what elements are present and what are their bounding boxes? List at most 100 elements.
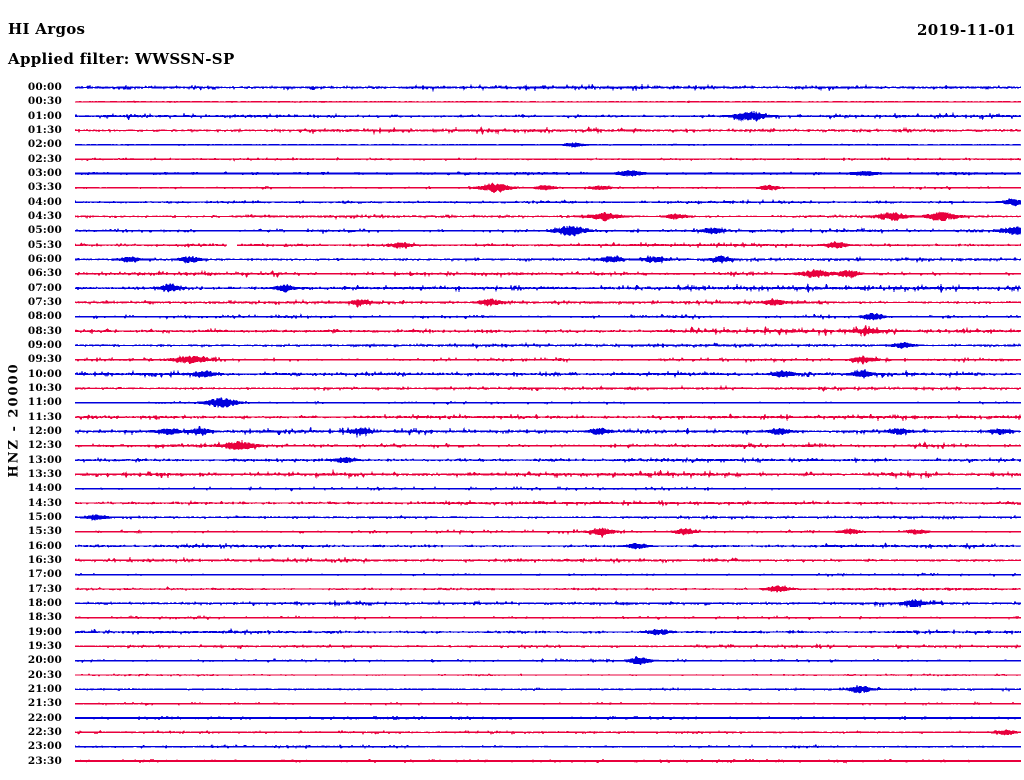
trace-row xyxy=(75,254,1021,265)
trace-row xyxy=(75,684,1021,694)
trace-row xyxy=(75,324,1021,338)
trace-row xyxy=(75,425,1021,439)
trace-row xyxy=(75,368,1021,379)
trace-time-label: 07:00 xyxy=(27,281,62,294)
trace-time-label: 01:30 xyxy=(27,123,62,136)
trace-row xyxy=(75,572,1021,578)
trace-time-label: 00:30 xyxy=(27,95,62,108)
trace-time-label: 21:00 xyxy=(27,682,62,695)
trace-row xyxy=(75,384,1021,392)
trace-time-label: 08:30 xyxy=(27,324,62,337)
trace-time-label: 16:30 xyxy=(27,553,62,566)
trace-time-label: 14:00 xyxy=(27,482,62,495)
trace-time-label: 20:30 xyxy=(27,668,62,681)
trace-row xyxy=(75,743,1021,750)
trace-time-label: 21:30 xyxy=(27,697,62,710)
trace-time-label: 11:30 xyxy=(27,410,62,423)
trace-row xyxy=(75,156,1021,162)
trace-row xyxy=(75,170,1021,177)
trace-time-label: 01:00 xyxy=(27,109,62,122)
trace-row xyxy=(75,655,1021,665)
trace-row xyxy=(75,514,1021,521)
trace-row xyxy=(75,542,1021,550)
trace-time-label: 23:30 xyxy=(27,754,62,767)
trace-time-label: 22:30 xyxy=(27,725,62,738)
trace-row xyxy=(75,83,1021,93)
trace-time-label: 03:00 xyxy=(27,166,62,179)
trace-time-label: 06:30 xyxy=(27,267,62,280)
trace-row xyxy=(75,198,1021,207)
station-title: HI Argos xyxy=(8,20,86,38)
trace-time-label: 05:30 xyxy=(27,238,62,251)
trace-row xyxy=(75,100,1021,104)
trace-time-label: 09:00 xyxy=(27,338,62,351)
trace-time-label: 22:00 xyxy=(27,711,62,724)
trace-row xyxy=(75,585,1021,593)
trace-row xyxy=(75,715,1021,721)
trace-row xyxy=(75,412,1021,422)
trace-row xyxy=(75,468,1021,480)
trace-time-label: 23:00 xyxy=(27,740,62,753)
date-label: 2019-11-01 xyxy=(917,21,1016,39)
trace-row xyxy=(75,485,1021,492)
trace-time-label: 18:30 xyxy=(27,611,62,624)
trace-row xyxy=(237,241,1021,250)
trace-time-label: 02:00 xyxy=(27,138,62,151)
trace-row xyxy=(75,598,1021,609)
trace-time-label: 14:30 xyxy=(27,496,62,509)
trace-time-label: 10:30 xyxy=(27,381,62,394)
trace-row xyxy=(75,397,1021,409)
trace-row xyxy=(75,643,1021,650)
trace-row xyxy=(75,297,1021,308)
trace-time-label: 15:30 xyxy=(27,525,62,538)
trace-time-label: 12:30 xyxy=(27,439,62,452)
trace-time-label: 19:00 xyxy=(27,625,62,638)
trace-row xyxy=(75,729,1021,736)
trace-row xyxy=(75,182,1021,194)
trace-time-label: 04:30 xyxy=(27,209,62,222)
trace-row xyxy=(75,242,227,248)
trace-time-label: 17:00 xyxy=(27,568,62,581)
trace-row xyxy=(75,268,1021,279)
trace-row xyxy=(75,456,1021,464)
trace-row xyxy=(75,438,1021,451)
trace-time-label: 04:00 xyxy=(27,195,62,208)
trace-row xyxy=(75,282,1021,294)
trace-row xyxy=(75,673,1021,677)
trace-row xyxy=(75,527,1021,539)
trace-time-label: 00:00 xyxy=(27,81,62,93)
trace-time-label: 10:00 xyxy=(27,367,62,380)
trace-time-label: 19:30 xyxy=(27,639,62,652)
trace-time-label: 13:30 xyxy=(27,467,62,480)
trace-row xyxy=(75,758,1021,764)
trace-time-label: 17:30 xyxy=(27,582,62,595)
trace-time-label: 03:30 xyxy=(27,181,62,194)
trace-time-label: 18:00 xyxy=(27,596,62,609)
trace-row xyxy=(75,126,1021,136)
trace-row xyxy=(75,615,1021,621)
trace-row xyxy=(75,225,1021,237)
trace-row xyxy=(75,556,1021,565)
trace-row xyxy=(75,142,1021,148)
trace-row xyxy=(75,211,1021,222)
filter-label: Applied filter: WWSSN-SP xyxy=(8,50,235,68)
trace-row xyxy=(75,110,1021,122)
trace-time-label: 20:00 xyxy=(27,654,62,667)
trace-time-label: 15:00 xyxy=(27,510,62,523)
trace-time-label: 08:00 xyxy=(27,310,62,323)
trace-row xyxy=(75,342,1021,349)
trace-time-label: 02:30 xyxy=(27,152,62,165)
trace-time-label: 06:00 xyxy=(27,252,62,265)
trace-row xyxy=(75,627,1021,636)
trace-time-label: 05:00 xyxy=(27,224,62,237)
trace-time-label: 09:30 xyxy=(27,353,62,366)
trace-row xyxy=(75,701,1021,707)
trace-row xyxy=(75,499,1021,507)
trace-row xyxy=(75,355,1021,365)
trace-time-label: 13:00 xyxy=(27,453,62,466)
trace-time-label: 11:00 xyxy=(27,396,62,409)
trace-row xyxy=(75,312,1021,321)
trace-time-label: 12:00 xyxy=(27,424,62,437)
